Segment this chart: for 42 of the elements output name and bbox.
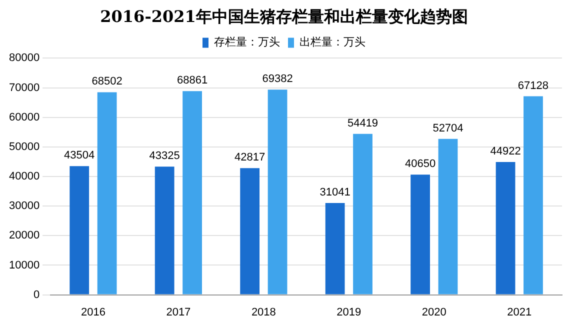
x-tick-label: 2016 [80,306,106,318]
data-label: 42817 [234,152,266,164]
x-tick-label: 2021 [507,306,532,318]
bar [524,96,543,294]
chart-title: 2016-2021年中国生猪存栏量和出栏量变化趋势图 [100,6,468,26]
data-label: 68861 [176,74,208,87]
legend-label: 存栏量：万头 [214,36,280,49]
data-label: 44922 [490,145,521,158]
bar [325,202,345,294]
data-label: 68502 [92,76,122,88]
bar [268,90,288,294]
x-tick-label: 2017 [166,306,191,318]
legend-label: 出栏量：万头 [300,36,366,49]
data-label: 31041 [320,186,350,199]
bar [410,174,430,294]
data-label: 52704 [432,122,464,134]
data-label: 67128 [518,80,549,92]
x-tick-label: 2020 [422,306,446,318]
y-tick-label: 70000 [8,82,40,94]
bar [97,92,117,294]
data-label: 43325 [149,150,180,162]
x-tick-label: 2018 [251,306,276,318]
y-tick-label: 0 [33,288,40,301]
data-label: 40650 [405,158,436,170]
bar [154,166,174,294]
bar [438,138,458,294]
y-tick-label: 20000 [8,230,40,242]
y-tick-label: 50000 [8,140,40,153]
y-tick-label: 60000 [8,111,40,124]
bar [353,134,372,294]
data-label: 54419 [347,117,378,130]
y-tick-label: 40000 [8,170,40,183]
y-tick-label: 30000 [8,200,40,212]
bar [496,162,516,294]
data-label: 69382 [262,73,293,86]
bar [240,168,260,294]
bar [70,166,90,294]
bar [182,91,202,294]
y-tick-label: 80000 [8,52,40,64]
x-tick-label: 2019 [336,306,362,318]
data-label: 43504 [64,150,95,162]
y-tick-label: 10000 [8,259,40,272]
